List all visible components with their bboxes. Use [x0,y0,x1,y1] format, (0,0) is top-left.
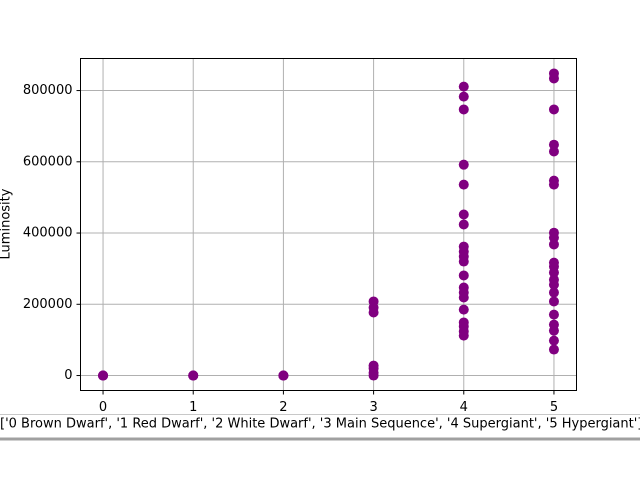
y-tick-label: 800000 [23,83,73,98]
point [548,296,559,307]
plot-area [80,58,577,391]
point [548,239,559,250]
point [368,307,379,318]
y-tick-label: 400000 [23,226,73,241]
point [548,179,559,190]
x-tick-label: 4 [460,400,468,415]
point [548,279,559,290]
x-tick-label: 1 [189,400,197,415]
y-tick-label: 600000 [23,154,73,169]
point [548,344,559,355]
y-tick-label: 0 [64,368,72,383]
point [548,309,559,320]
point [458,179,469,190]
y-axis-label: Luminosity [0,188,14,259]
point [278,370,289,381]
point [548,325,559,336]
y-tick-label: 200000 [23,297,73,312]
point [98,370,109,381]
point [458,330,469,341]
point [368,370,379,381]
point [458,219,469,230]
point [458,304,469,315]
point [188,370,199,381]
point [548,104,559,115]
point [548,146,559,157]
point [548,335,559,346]
point [548,267,559,278]
x-tick-label: 0 [99,400,107,415]
x-axis-label: ['0 Brown Dwarf', '1 Red Dwarf', '2 Whit… [0,417,640,432]
point [458,159,469,170]
point [458,81,469,92]
point [458,292,469,303]
x-tick-label: 3 [369,400,377,415]
axes-frame [80,58,577,391]
label-box [0,414,640,439]
point [548,287,559,298]
point [458,256,469,267]
point [458,209,469,220]
point [458,91,469,102]
x-tick-label: 2 [279,400,287,415]
point [548,73,559,84]
x-tick-label: 5 [550,400,558,415]
point [458,270,469,281]
point [458,104,469,115]
